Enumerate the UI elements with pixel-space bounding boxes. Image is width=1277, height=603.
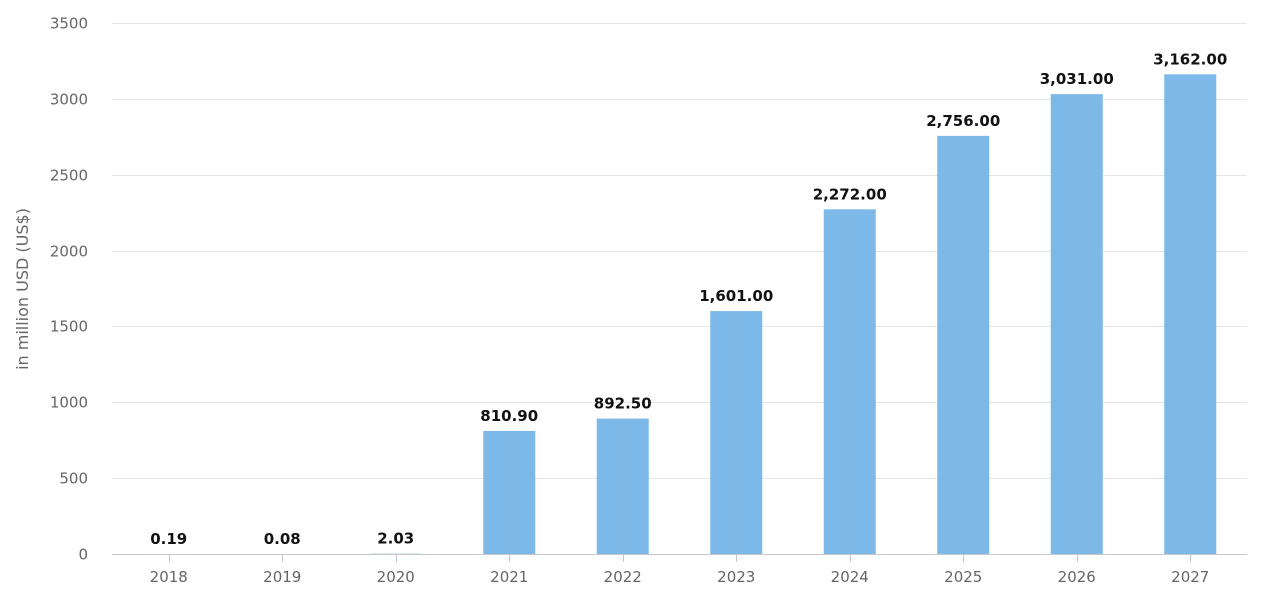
- y-axis: 0 500 1000 1500 2000 2500 3000 3500: [50, 15, 88, 564]
- bar: [1164, 74, 1217, 555]
- x-tick-label: 2023: [717, 568, 755, 586]
- y-tick-label: 500: [59, 470, 88, 488]
- data-label: 3,162.00: [1153, 50, 1227, 68]
- x-axis: 2018 2019 2020 2021 2022 2023 2024 2025 2026 2027: [112, 554, 1247, 586]
- bar: [710, 311, 763, 554]
- bar: [483, 430, 536, 554]
- bar: [596, 418, 649, 554]
- x-tick-label: 2022: [604, 568, 642, 586]
- y-tick-label: 2500: [50, 167, 88, 185]
- bar: [823, 209, 876, 554]
- x-tick-label: 2021: [490, 568, 528, 586]
- x-tick-label: 2026: [1058, 568, 1096, 586]
- x-tick-label: 2024: [831, 568, 869, 586]
- data-label: 810.90: [480, 407, 538, 425]
- y-tick-label: 1000: [50, 394, 88, 412]
- gridlines: [112, 23, 1247, 479]
- y-axis-title: in million USD (US$): [13, 208, 32, 370]
- data-label: 1,601.00: [699, 287, 773, 305]
- y-tick-label: 1500: [50, 318, 88, 336]
- data-label: 892.50: [594, 395, 652, 413]
- x-tick-label: 2027: [1171, 568, 1209, 586]
- x-tick-label: 2018: [150, 568, 188, 586]
- x-tick-label: 2020: [377, 568, 415, 586]
- data-label: 0.08: [264, 530, 301, 548]
- y-tick-label: 0: [78, 546, 88, 564]
- y-tick-label: 3000: [50, 91, 88, 109]
- data-label: 0.19: [150, 530, 187, 548]
- data-label: 2,272.00: [813, 185, 887, 203]
- bars: [142, 74, 1217, 555]
- y-tick-label: 2000: [50, 243, 88, 261]
- x-tick-label: 2019: [263, 568, 301, 586]
- data-label: 2.03: [377, 530, 414, 548]
- x-tick-label: 2025: [944, 568, 982, 586]
- y-tick-label: 3500: [50, 15, 88, 33]
- data-labels: 0.19 0.08 2.03 810.90 892.50 1,601.00 2,272.00…: [150, 50, 1227, 548]
- data-label: 2,756.00: [926, 112, 1000, 130]
- bar: [1050, 94, 1103, 555]
- bar: [937, 135, 990, 554]
- data-label: 3,031.00: [1040, 70, 1114, 88]
